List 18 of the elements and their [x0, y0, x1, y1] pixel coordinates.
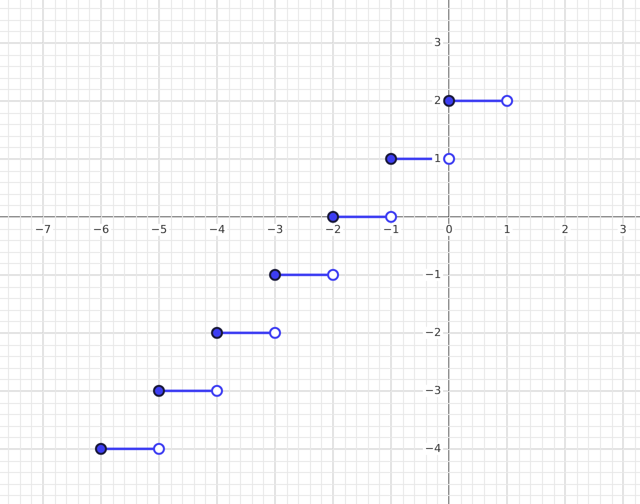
x-tick-label: −7	[34, 222, 52, 236]
x-tick-label: 0	[446, 222, 453, 236]
y-tick-label: 3	[434, 36, 442, 49]
y-tick-label: −1	[424, 268, 442, 281]
x-tick-label: −2	[324, 222, 342, 236]
x-tick-label: 3	[620, 222, 627, 236]
x-tick-label: −3	[266, 222, 284, 236]
y-tick-label: −4	[424, 442, 442, 455]
x-tick-label: −1	[382, 222, 400, 236]
x-tick-label: 2	[562, 222, 569, 236]
x-tick-label: −4	[208, 222, 226, 236]
x-tick-label: 1	[504, 222, 511, 236]
y-tick-label: 2	[434, 94, 442, 107]
y-tick-label: −3	[424, 384, 442, 397]
y-tick-label: −2	[424, 326, 442, 339]
x-tick-label: −5	[150, 222, 168, 236]
y-tick-label: 1	[434, 152, 442, 165]
x-tick-label: −6	[92, 222, 110, 236]
